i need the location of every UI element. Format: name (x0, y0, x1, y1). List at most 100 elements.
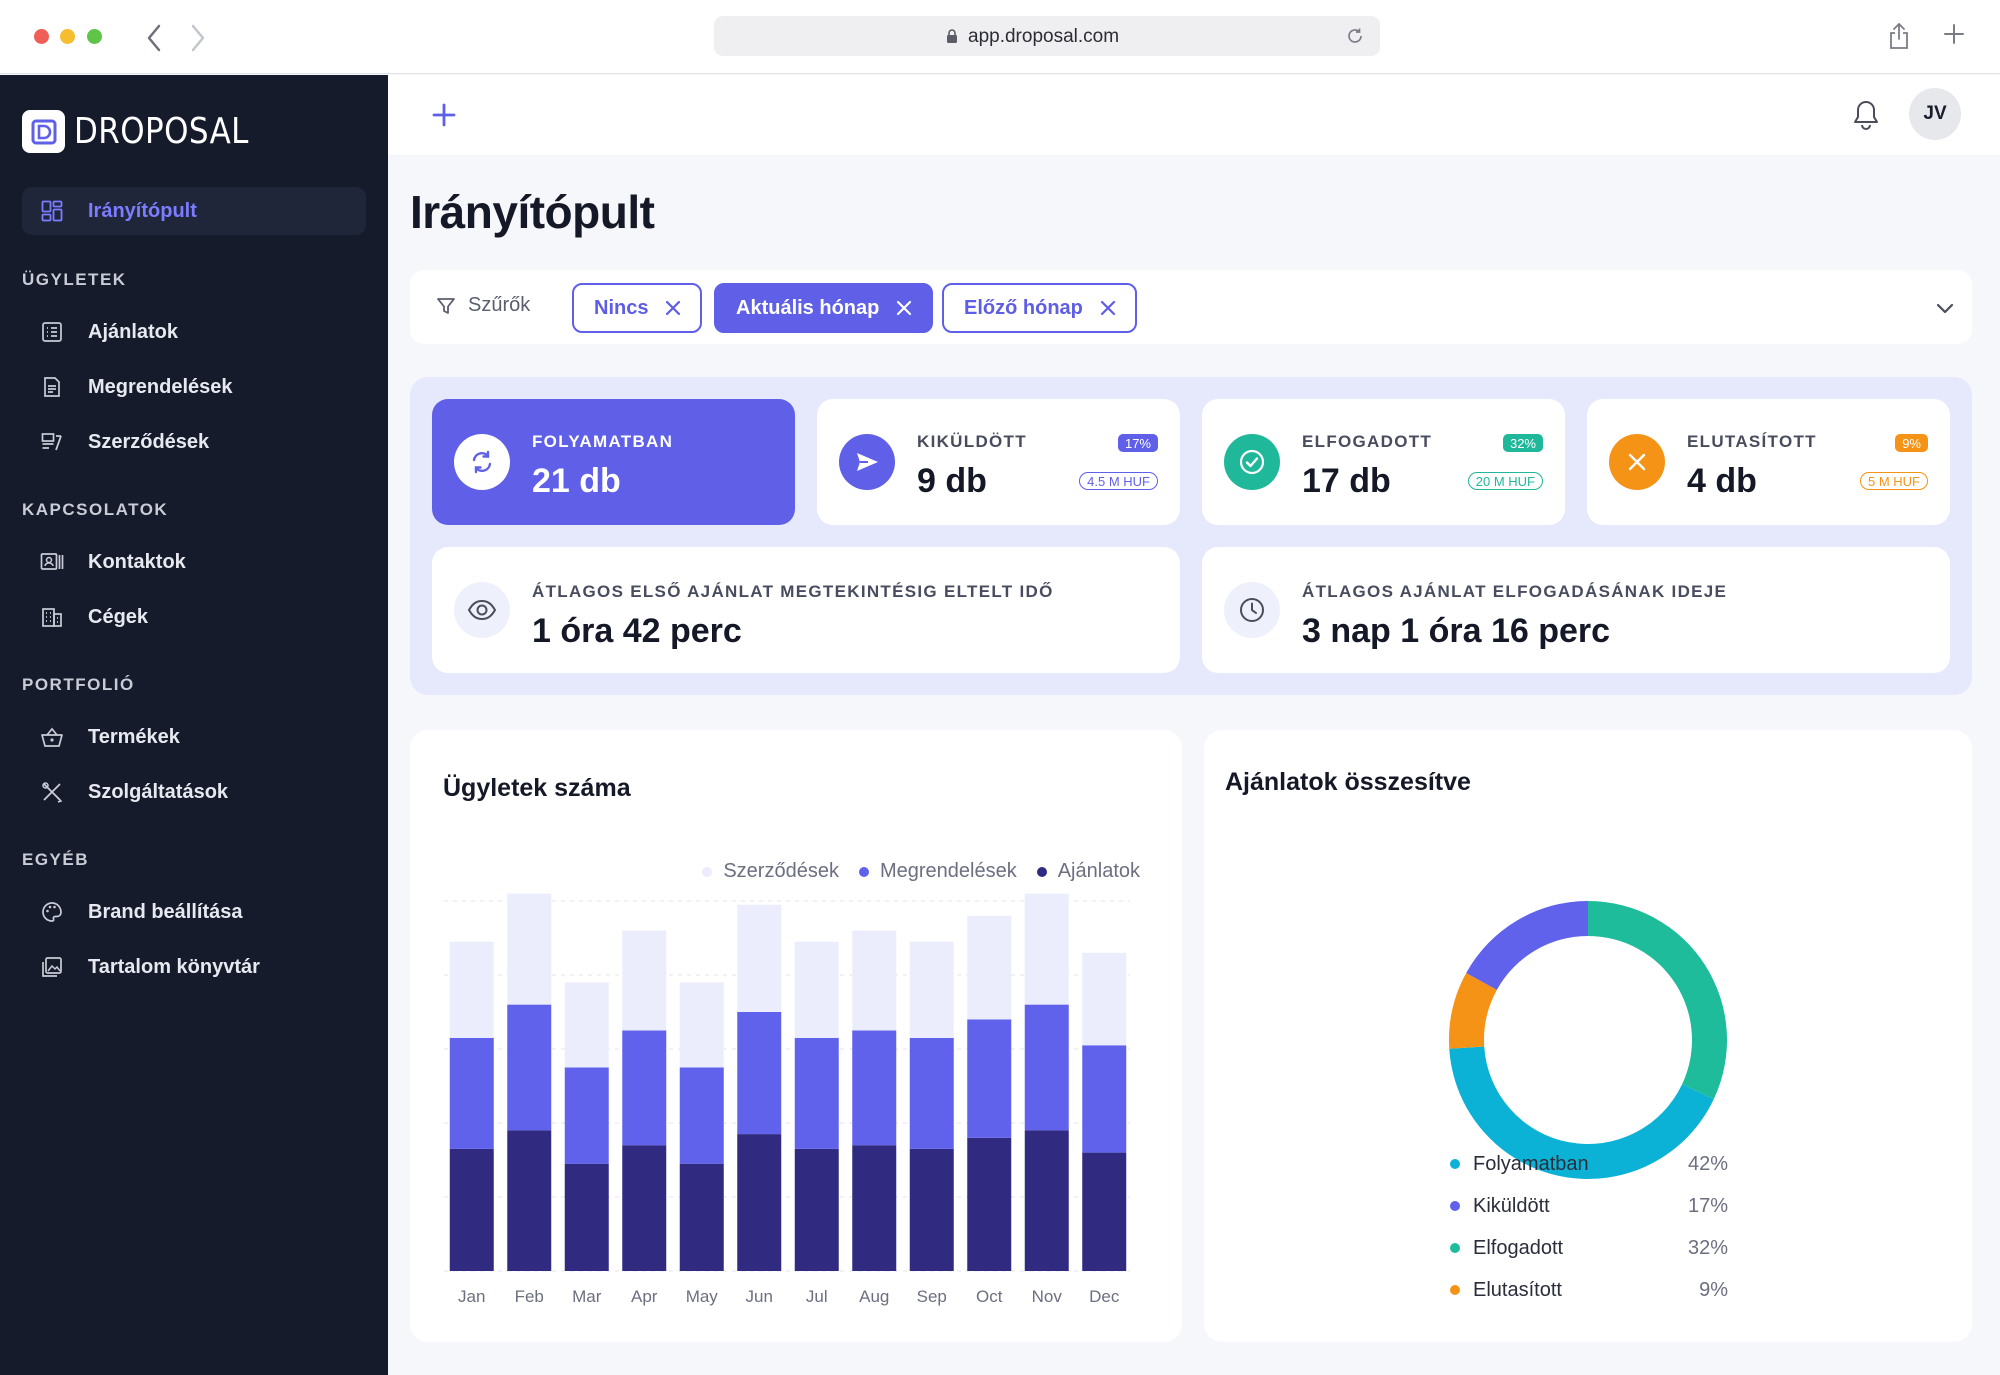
legend-dot (1450, 1201, 1460, 1211)
bar-segment (1082, 952, 1127, 1046)
close-icon[interactable] (1099, 299, 1117, 317)
sidebar-item-label: Brand beállítása (88, 900, 243, 923)
forward-icon[interactable] (190, 24, 206, 52)
page-title: Irányítópult (410, 186, 655, 238)
sidebar-item-content-library[interactable]: Tartalom könyvtár (40, 951, 260, 983)
filter-label[interactable]: Szűrők (436, 294, 530, 317)
reload-icon[interactable] (1344, 25, 1366, 47)
sidebar-item-label: Irányítópult (88, 199, 197, 222)
maximize-window-button[interactable] (87, 29, 102, 44)
address-bar[interactable]: app.droposal.com (714, 16, 1380, 56)
percent-badge: 9% (1895, 434, 1928, 452)
bar-segment (449, 1148, 494, 1271)
sidebar: DROPOSAL Irányítópult ÜGYLETEK Ajánlatok… (0, 75, 388, 1375)
bar-segment (507, 893, 552, 1005)
close-icon[interactable] (664, 299, 682, 317)
contact-card-icon (40, 550, 64, 574)
bar-segment (1024, 893, 1069, 1005)
sidebar-item-services[interactable]: Szolgáltatások (40, 776, 228, 808)
bar-segment (967, 1019, 1012, 1138)
sidebar-item-contacts[interactable]: Kontaktok (40, 546, 186, 578)
stat-value: 3 nap 1 óra 16 perc (1302, 612, 1611, 650)
building-icon (40, 605, 64, 629)
sidebar-section-title: PORTFOLIÓ (22, 675, 135, 694)
sidebar-item-label: Szolgáltatások (88, 780, 229, 803)
bar-segment (909, 1148, 954, 1271)
sidebar-section-title: ÜGYLETEK (22, 270, 127, 289)
legend-label: Ajánlatok (1057, 860, 1140, 882)
filter-chip-current-month[interactable]: Aktuális hónap (714, 283, 934, 333)
bar-segment (622, 930, 667, 1031)
stat-card-sent[interactable]: KIKÜLDÖTT 9 db 17% 4.5 M HUF (817, 399, 1180, 525)
close-window-button[interactable] (34, 29, 49, 44)
bar-segment (564, 1163, 609, 1271)
legend-item[interactable]: Szerződések (702, 860, 839, 883)
sidebar-item-contracts[interactable]: Szerződések (40, 426, 209, 458)
sidebar-item-products[interactable]: Termékek (40, 721, 180, 753)
new-tab-icon[interactable] (1942, 22, 1966, 46)
list-icon (40, 320, 64, 344)
stat-card-rejected[interactable]: ELUTASÍTOTT 4 db 9% 5 M HUF (1587, 399, 1950, 525)
notification-bell-icon[interactable] (1851, 99, 1881, 131)
document-icon (40, 375, 64, 399)
add-icon[interactable] (426, 97, 462, 133)
bar-segment (449, 1037, 494, 1149)
x-tick-label: Jul (806, 1287, 828, 1306)
sidebar-item-offers[interactable]: Ajánlatok (40, 316, 178, 348)
stat-card-in-progress[interactable]: FOLYAMATBAN 21 db (432, 399, 795, 525)
back-icon[interactable] (146, 24, 162, 52)
bar-segment (852, 930, 897, 1031)
amount-badge: 20 M HUF (1467, 472, 1543, 490)
droposal-logo[interactable]: DROPOSAL (22, 110, 277, 153)
chart-title: Ügyletek száma (443, 774, 631, 802)
chip-label: Aktuális hónap (736, 296, 880, 319)
send-icon (839, 434, 895, 490)
minimize-window-button[interactable] (60, 29, 75, 44)
legend-dot (1450, 1159, 1460, 1169)
x-icon (1609, 434, 1665, 490)
close-icon[interactable] (895, 299, 913, 317)
dashboard-icon (40, 199, 64, 223)
donut-legend-row: Elutasított 9% (1450, 1269, 1728, 1311)
filter-chip-none[interactable]: Nincs (572, 283, 703, 333)
stat-card-avg-first-view: ÁTLAGOS ELSŐ AJÁNLAT MEGTEKINTÉSIG ELTEL… (432, 547, 1180, 673)
sidebar-section-title: EGYÉB (22, 850, 90, 869)
donut-legend: Folyamatban 42% Kiküldött 17% Elfogadott 32% E… (1450, 1143, 1728, 1311)
sidebar-item-label: Tartalom könyvtár (88, 955, 260, 978)
donut-legend-row: Kiküldött 17% (1450, 1185, 1728, 1227)
legend-label: Megrendelések (879, 860, 1017, 882)
sidebar-item-dashboard[interactable]: Irányítópult (40, 195, 197, 227)
bar-segment (852, 1030, 897, 1146)
sidebar-item-label: Termékek (88, 725, 180, 748)
amount-badge: 5 M HUF (1860, 472, 1928, 490)
donut-legend-row: Elfogadott 32% (1450, 1227, 1728, 1269)
filter-chip-previous-month[interactable]: Előző hónap (942, 283, 1137, 333)
legend-label: Kiküldött (1473, 1194, 1550, 1217)
legend-dot (858, 866, 869, 877)
stat-value: 9 db (917, 462, 987, 500)
filter-icon (437, 297, 455, 314)
x-tick-label: Jan (458, 1287, 485, 1306)
bar-segment (794, 1037, 839, 1149)
legend-item[interactable]: Ajánlatok (1036, 860, 1140, 883)
bar-segment (449, 941, 494, 1038)
palette-icon (40, 900, 64, 924)
share-icon[interactable] (1887, 22, 1911, 50)
x-tick-label: Mar (572, 1287, 602, 1306)
chip-label: Nincs (594, 296, 649, 319)
contract-icon (40, 430, 64, 454)
user-avatar[interactable]: JV (1909, 88, 1961, 140)
sidebar-item-companies[interactable]: Cégek (40, 601, 148, 633)
x-tick-label: May (686, 1287, 719, 1306)
check-circle-icon (1224, 434, 1280, 490)
sidebar-item-orders[interactable]: Megrendelések (40, 371, 233, 403)
stat-title: ÁTLAGOS AJÁNLAT ELFOGADÁSÁNAK IDEJE (1302, 582, 1728, 601)
legend-item[interactable]: Megrendelések (858, 860, 1017, 883)
browser-toolbar: app.droposal.com (0, 0, 2000, 74)
offers-summary-panel: Ajánlatok összesítve (1204, 730, 1972, 1342)
sidebar-section-title: KAPCSOLATOK (22, 500, 169, 519)
sidebar-item-brand-settings[interactable]: Brand beállítása (40, 896, 243, 928)
chevron-down-icon[interactable] (1934, 297, 1956, 319)
stat-title: ÁTLAGOS ELSŐ AJÁNLAT MEGTEKINTÉSIG ELTEL… (532, 582, 1054, 601)
stat-card-accepted[interactable]: ELFOGADOTT 17 db 32% 20 M HUF (1202, 399, 1565, 525)
